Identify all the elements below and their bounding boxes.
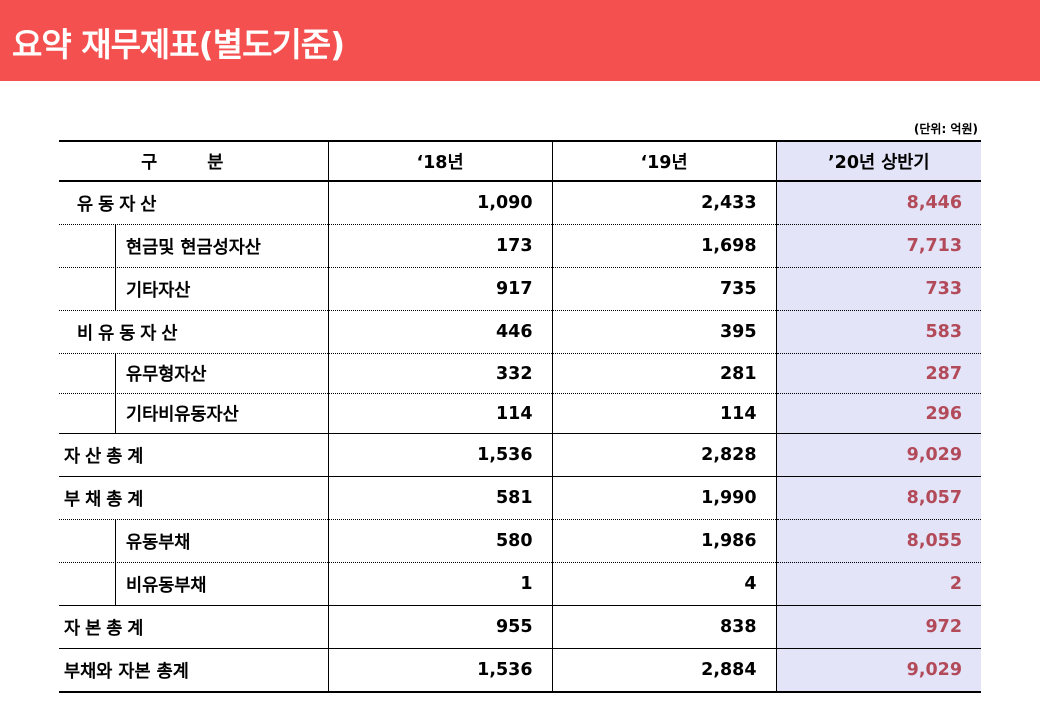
value-2019: 114 (552, 393, 777, 434)
table-row: 기타비유동자산 114 114 296 (59, 393, 981, 434)
row-label: 부채와 자본 총계 (59, 648, 329, 693)
value-2020-h1: 287 (776, 353, 981, 394)
value-2018: 114 (328, 393, 553, 434)
table-row: 비유동자산 446 395 583 (59, 310, 981, 354)
value-2018: 173 (328, 224, 553, 268)
table-row: 유동부채 580 1,986 8,055 (59, 519, 981, 563)
value-2020-h1: 583 (776, 310, 981, 354)
value-2018: 580 (328, 519, 553, 563)
financial-summary-table: 구 분 ‘18년 ‘19년 ’20년 상반기 유동자산 1,090 2,433 … (59, 140, 981, 693)
value-2020-h1: 8,057 (776, 476, 981, 520)
row-label: 부채총계 (59, 476, 329, 520)
value-2019: 1,986 (552, 519, 777, 563)
value-2020-h1: 2 (776, 562, 981, 606)
value-2020-h1: 8,055 (776, 519, 981, 563)
row-label: 유동자산 (59, 181, 329, 225)
value-2018: 917 (328, 267, 553, 311)
value-2019: 395 (552, 310, 777, 354)
value-2019: 4 (552, 562, 777, 606)
column-header-2019: ‘19년 (552, 140, 777, 182)
column-header-2018: ‘18년 (328, 140, 553, 182)
title-banner: 요약 재무제표(별도기준) (0, 0, 1040, 81)
value-2019: 2,884 (552, 648, 777, 693)
value-2019: 1,698 (552, 224, 777, 268)
value-2019: 735 (552, 267, 777, 311)
row-label: 유동부채 (59, 519, 329, 563)
value-2019: 2,433 (552, 181, 777, 225)
value-2018: 1,536 (328, 648, 553, 693)
row-label: 비유동자산 (59, 310, 329, 354)
value-2020-h1: 7,713 (776, 224, 981, 268)
table-row: 유동자산 1,090 2,433 8,446 (59, 181, 981, 225)
value-2019: 1,990 (552, 476, 777, 520)
table-row: 현금및 현금성자산 173 1,698 7,713 (59, 224, 981, 268)
value-2020-h1: 8,446 (776, 181, 981, 225)
unit-note: (단위: 억원) (913, 122, 978, 136)
table-row: 유무형자산 332 281 287 (59, 353, 981, 394)
table-row: 자산총계 1,536 2,828 9,029 (59, 433, 981, 477)
value-2018: 446 (328, 310, 553, 354)
value-2020-h1: 972 (776, 605, 981, 649)
table-header-row: 구 분 ‘18년 ‘19년 ’20년 상반기 (59, 140, 981, 182)
row-label: 비유동부채 (59, 562, 329, 606)
value-2019: 2,828 (552, 433, 777, 477)
value-2020-h1: 9,029 (776, 648, 981, 693)
column-header-category: 구 분 (59, 140, 329, 182)
value-2019: 281 (552, 353, 777, 394)
value-2019: 838 (552, 605, 777, 649)
row-label: 자산총계 (59, 433, 329, 477)
value-2018: 332 (328, 353, 553, 394)
table-row: 부채총계 581 1,990 8,057 (59, 476, 981, 520)
table-row: 비유동부채 1 4 2 (59, 562, 981, 606)
value-2020-h1: 733 (776, 267, 981, 311)
column-header-2020-h1: ’20년 상반기 (776, 140, 981, 182)
value-2018: 1,090 (328, 181, 553, 225)
value-2018: 1 (328, 562, 553, 606)
table-row: 부채와 자본 총계 1,536 2,884 9,029 (59, 648, 981, 693)
value-2020-h1: 9,029 (776, 433, 981, 477)
value-2018: 581 (328, 476, 553, 520)
value-2018: 955 (328, 605, 553, 649)
page-title: 요약 재무제표(별도기준) (12, 25, 345, 64)
row-label: 유무형자산 (59, 353, 329, 394)
row-label: 기타비유동자산 (59, 393, 329, 434)
row-label: 기타자산 (59, 267, 329, 311)
row-label: 자본총계 (59, 605, 329, 649)
table-row: 자본총계 955 838 972 (59, 605, 981, 649)
value-2018: 1,536 (328, 433, 553, 477)
value-2020-h1: 296 (776, 393, 981, 434)
row-label: 현금및 현금성자산 (59, 224, 329, 268)
table-row: 기타자산 917 735 733 (59, 267, 981, 311)
